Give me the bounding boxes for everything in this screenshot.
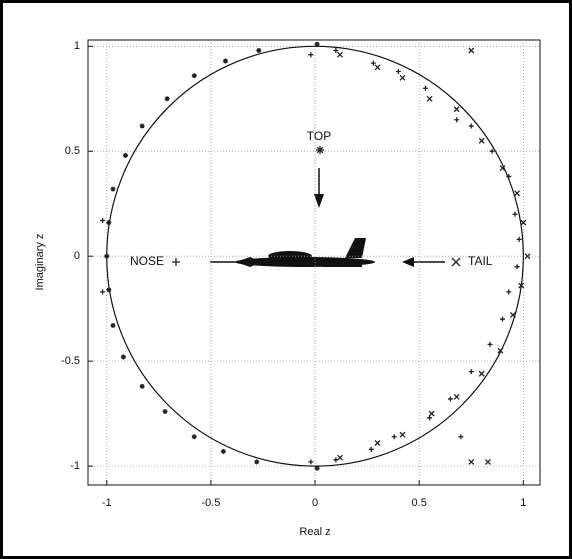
arrows xyxy=(210,168,445,267)
x-tick-label: -0.5 xyxy=(201,497,220,509)
point xyxy=(369,447,374,452)
y-tick-label: 0 xyxy=(74,250,80,262)
point xyxy=(375,441,380,446)
x-tick-label: 0.5 xyxy=(412,497,427,509)
y-tick-label: -1 xyxy=(70,460,80,472)
point xyxy=(515,264,520,269)
x-tick-label: 0 xyxy=(312,497,318,509)
legend-marker xyxy=(452,258,460,266)
point xyxy=(308,459,313,464)
point xyxy=(192,434,197,439)
point xyxy=(110,323,115,328)
point xyxy=(140,124,145,129)
point xyxy=(256,48,261,53)
point xyxy=(223,58,228,63)
point xyxy=(513,212,518,217)
point xyxy=(423,86,428,91)
point xyxy=(479,371,484,376)
point xyxy=(427,96,432,101)
point xyxy=(400,75,405,80)
legend-label: NOSE xyxy=(130,254,164,268)
point xyxy=(100,289,105,294)
point xyxy=(338,455,343,460)
point xyxy=(454,394,459,399)
point xyxy=(163,409,168,414)
point xyxy=(104,254,109,259)
point xyxy=(221,449,226,454)
y-tick-label: 0.5 xyxy=(65,145,80,157)
point xyxy=(110,187,115,192)
legend-marker xyxy=(316,146,324,154)
legend-label: TAIL xyxy=(468,254,493,268)
point xyxy=(454,107,459,112)
point xyxy=(469,459,474,464)
point xyxy=(488,342,493,347)
point xyxy=(448,396,453,401)
point xyxy=(400,432,405,437)
point xyxy=(458,434,463,439)
point xyxy=(121,354,126,359)
point xyxy=(429,411,434,416)
chart: Real z Imaginary z -1 -0.5 0 0.5 1 -1 -0.5 0 0.5… xyxy=(0,0,572,559)
point xyxy=(517,237,522,242)
y-tick-label: 1 xyxy=(74,40,80,52)
legend-marker xyxy=(172,258,180,266)
point xyxy=(338,52,343,57)
y-axis-label: Imaginary z xyxy=(34,234,46,291)
point xyxy=(485,459,490,464)
point xyxy=(308,52,313,57)
point xyxy=(469,369,474,374)
y-tick-label: -0.5 xyxy=(61,355,80,367)
point xyxy=(123,153,128,158)
point xyxy=(106,287,111,292)
point xyxy=(254,459,259,464)
point xyxy=(479,138,484,143)
x-tick-label: -1 xyxy=(102,497,112,509)
point xyxy=(454,117,459,122)
point xyxy=(392,434,397,439)
point xyxy=(375,65,380,70)
point xyxy=(469,48,474,53)
point xyxy=(396,69,401,74)
point xyxy=(165,96,170,101)
point xyxy=(506,289,511,294)
frame xyxy=(2,2,571,558)
point xyxy=(100,218,105,223)
point xyxy=(500,317,505,322)
point xyxy=(469,124,474,129)
point xyxy=(140,384,145,389)
x-tick-label: 1 xyxy=(520,497,526,509)
legend-label: TOP xyxy=(307,129,331,143)
point xyxy=(192,73,197,78)
point xyxy=(515,191,520,196)
x-axis-label: Real z xyxy=(299,526,330,538)
